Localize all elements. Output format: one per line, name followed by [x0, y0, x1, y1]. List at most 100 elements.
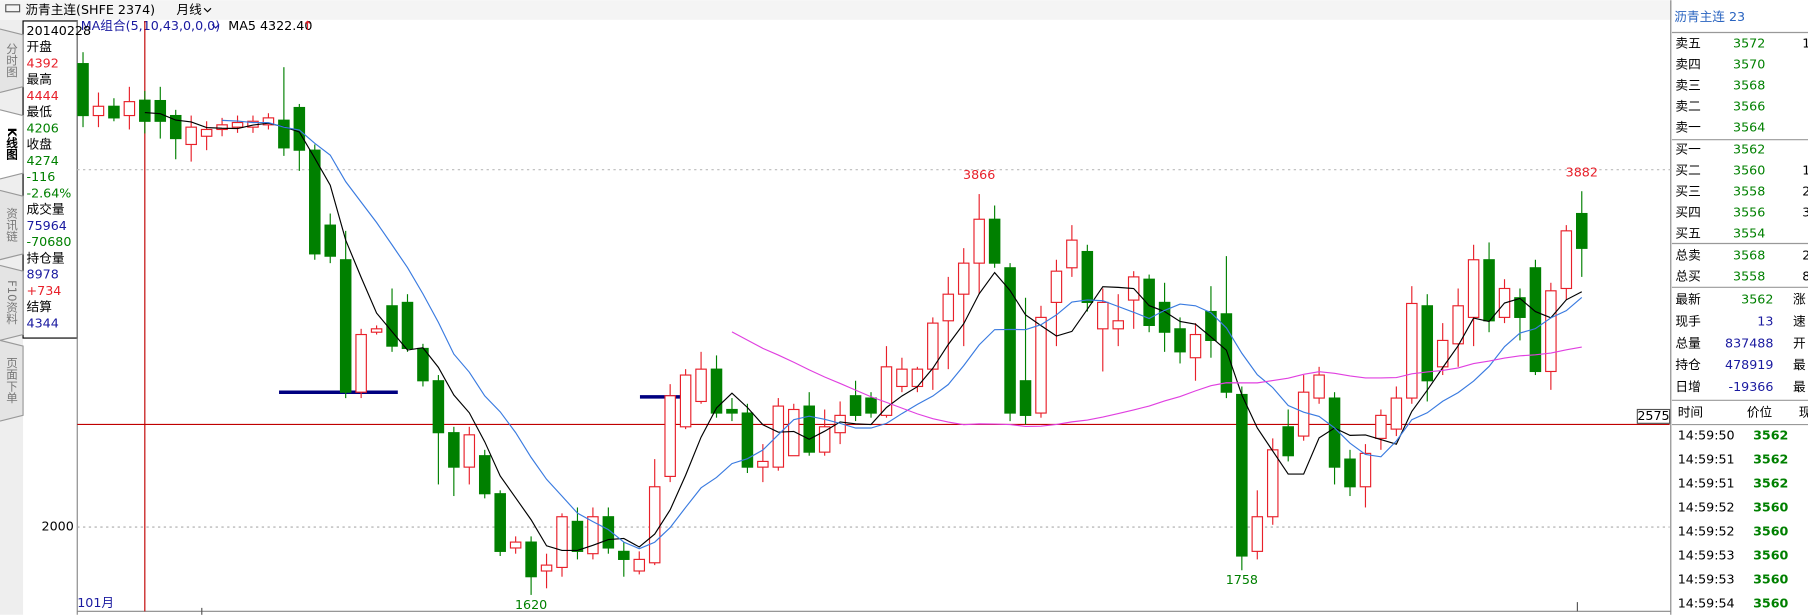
candle-body: [1545, 290, 1557, 373]
candle-body: [880, 366, 893, 416]
tab[interactable]: [0, 264, 24, 341]
stat-value: 13: [1757, 313, 1773, 328]
tab[interactable]: [0, 189, 24, 261]
candle-body: [1189, 333, 1202, 359]
candle-body: [386, 305, 398, 347]
book-label: 卖二: [1675, 98, 1700, 113]
tab-label[interactable]: 分时图: [5, 43, 19, 78]
candle-body: [1205, 310, 1217, 341]
candle-body: [1421, 305, 1434, 382]
candle-body: [370, 328, 383, 333]
candle-body: [818, 426, 831, 453]
candle-body: [695, 368, 707, 403]
book-price: 3554: [1733, 226, 1765, 241]
candle-body: [278, 119, 290, 149]
candle-body: [679, 374, 692, 428]
candle-body: [648, 486, 661, 564]
candle-body: [710, 368, 723, 414]
tab-label[interactable]: K线图: [5, 128, 19, 161]
candle-body: [1050, 270, 1063, 303]
info-item: 最高: [27, 72, 52, 87]
candle-body: [1143, 278, 1155, 327]
candle-body: [664, 395, 676, 477]
candle-body: [834, 414, 846, 434]
ma-group[interactable]: MA组合(5,10,43,0,0,0): [81, 18, 220, 33]
period-dropdown[interactable]: [203, 7, 212, 13]
candle-body: [324, 224, 337, 257]
candle-body: [1375, 414, 1387, 439]
book-volume: 1: [1802, 163, 1808, 178]
book-price: 3558: [1733, 184, 1765, 199]
trade-time: 14:59:54: [1678, 595, 1735, 610]
trade-time: 14:59:50: [1678, 428, 1735, 443]
candle-body: [788, 408, 800, 457]
candle-body: [123, 101, 136, 117]
candle-body: [618, 550, 630, 560]
stat-label: 现手: [1675, 313, 1701, 328]
book-price: 3560: [1733, 163, 1765, 178]
candle-body: [1576, 212, 1588, 249]
symbol[interactable]: 沥青主连(SHFE 2374): [25, 2, 155, 17]
tab-label[interactable]: 页面下单: [5, 357, 19, 403]
tab[interactable]: [0, 339, 24, 422]
tab-label[interactable]: F10资料: [5, 280, 19, 325]
period[interactable]: 月线: [176, 2, 202, 17]
candle-body: [1359, 452, 1372, 488]
book-label: 买三: [1675, 184, 1700, 199]
stat-extra: 开: [1793, 335, 1806, 350]
book-volume: 2: [1802, 248, 1808, 263]
candle-body: [509, 541, 522, 549]
candle-body: [1344, 458, 1356, 488]
candle-body: [1560, 230, 1573, 290]
candle-body: [1035, 316, 1047, 414]
stat-value: 3562: [1741, 292, 1773, 307]
tab[interactable]: [0, 109, 24, 180]
info-item: 持仓量: [27, 250, 65, 265]
candle-body: [911, 368, 924, 388]
candle-body: [216, 124, 228, 131]
candle-body: [401, 301, 414, 350]
candle-body: [633, 558, 646, 572]
candle-body: [571, 520, 584, 552]
candle-body: [1452, 305, 1464, 345]
candle-body: [1313, 374, 1325, 399]
y-tick-label: 2000: [42, 519, 74, 534]
candle-body: [772, 405, 785, 468]
stat-label: 最新: [1675, 292, 1701, 307]
info-item: 4274: [27, 153, 59, 168]
info-item: -116: [27, 169, 56, 184]
trade-time: 14:59:53: [1678, 547, 1735, 562]
moving-average: [222, 119, 1583, 550]
candle-body: [108, 105, 120, 119]
candle-body: [1529, 267, 1542, 373]
candle-body: [339, 259, 352, 393]
stat-extra: 速: [1793, 313, 1806, 328]
trade-time: 14:59:52: [1678, 524, 1735, 539]
info-item: 75964: [27, 218, 67, 233]
candle-body: [1236, 393, 1248, 557]
trade-price: 3560: [1753, 571, 1788, 586]
trade-price: 3560: [1753, 524, 1788, 539]
tab[interactable]: [0, 28, 24, 94]
trade-price: 3562: [1753, 476, 1788, 491]
symbol-icon: [5, 4, 21, 13]
candle-body: [355, 333, 367, 393]
book-label: 买一: [1675, 142, 1701, 157]
tab-label[interactable]: 资讯链: [5, 207, 19, 242]
candle-body: [1220, 313, 1233, 393]
candle-body: [849, 395, 862, 416]
candle-body: [478, 455, 491, 495]
trade-price: 3560: [1753, 547, 1788, 562]
ma-dropdown[interactable]: [211, 24, 220, 29]
stat-value: 837488: [1725, 335, 1773, 350]
trade-time: 14:59:51: [1678, 476, 1735, 491]
book-price: 3568: [1733, 248, 1765, 263]
candle-body: [1158, 301, 1171, 333]
stat-label: 持仓: [1675, 357, 1701, 372]
info-item: 收盘: [27, 137, 53, 152]
candle-body: [1004, 267, 1016, 414]
candle-body: [92, 105, 105, 117]
info-item: 开盘: [27, 39, 53, 54]
candle-body: [865, 397, 877, 414]
candle-body: [1174, 328, 1186, 353]
